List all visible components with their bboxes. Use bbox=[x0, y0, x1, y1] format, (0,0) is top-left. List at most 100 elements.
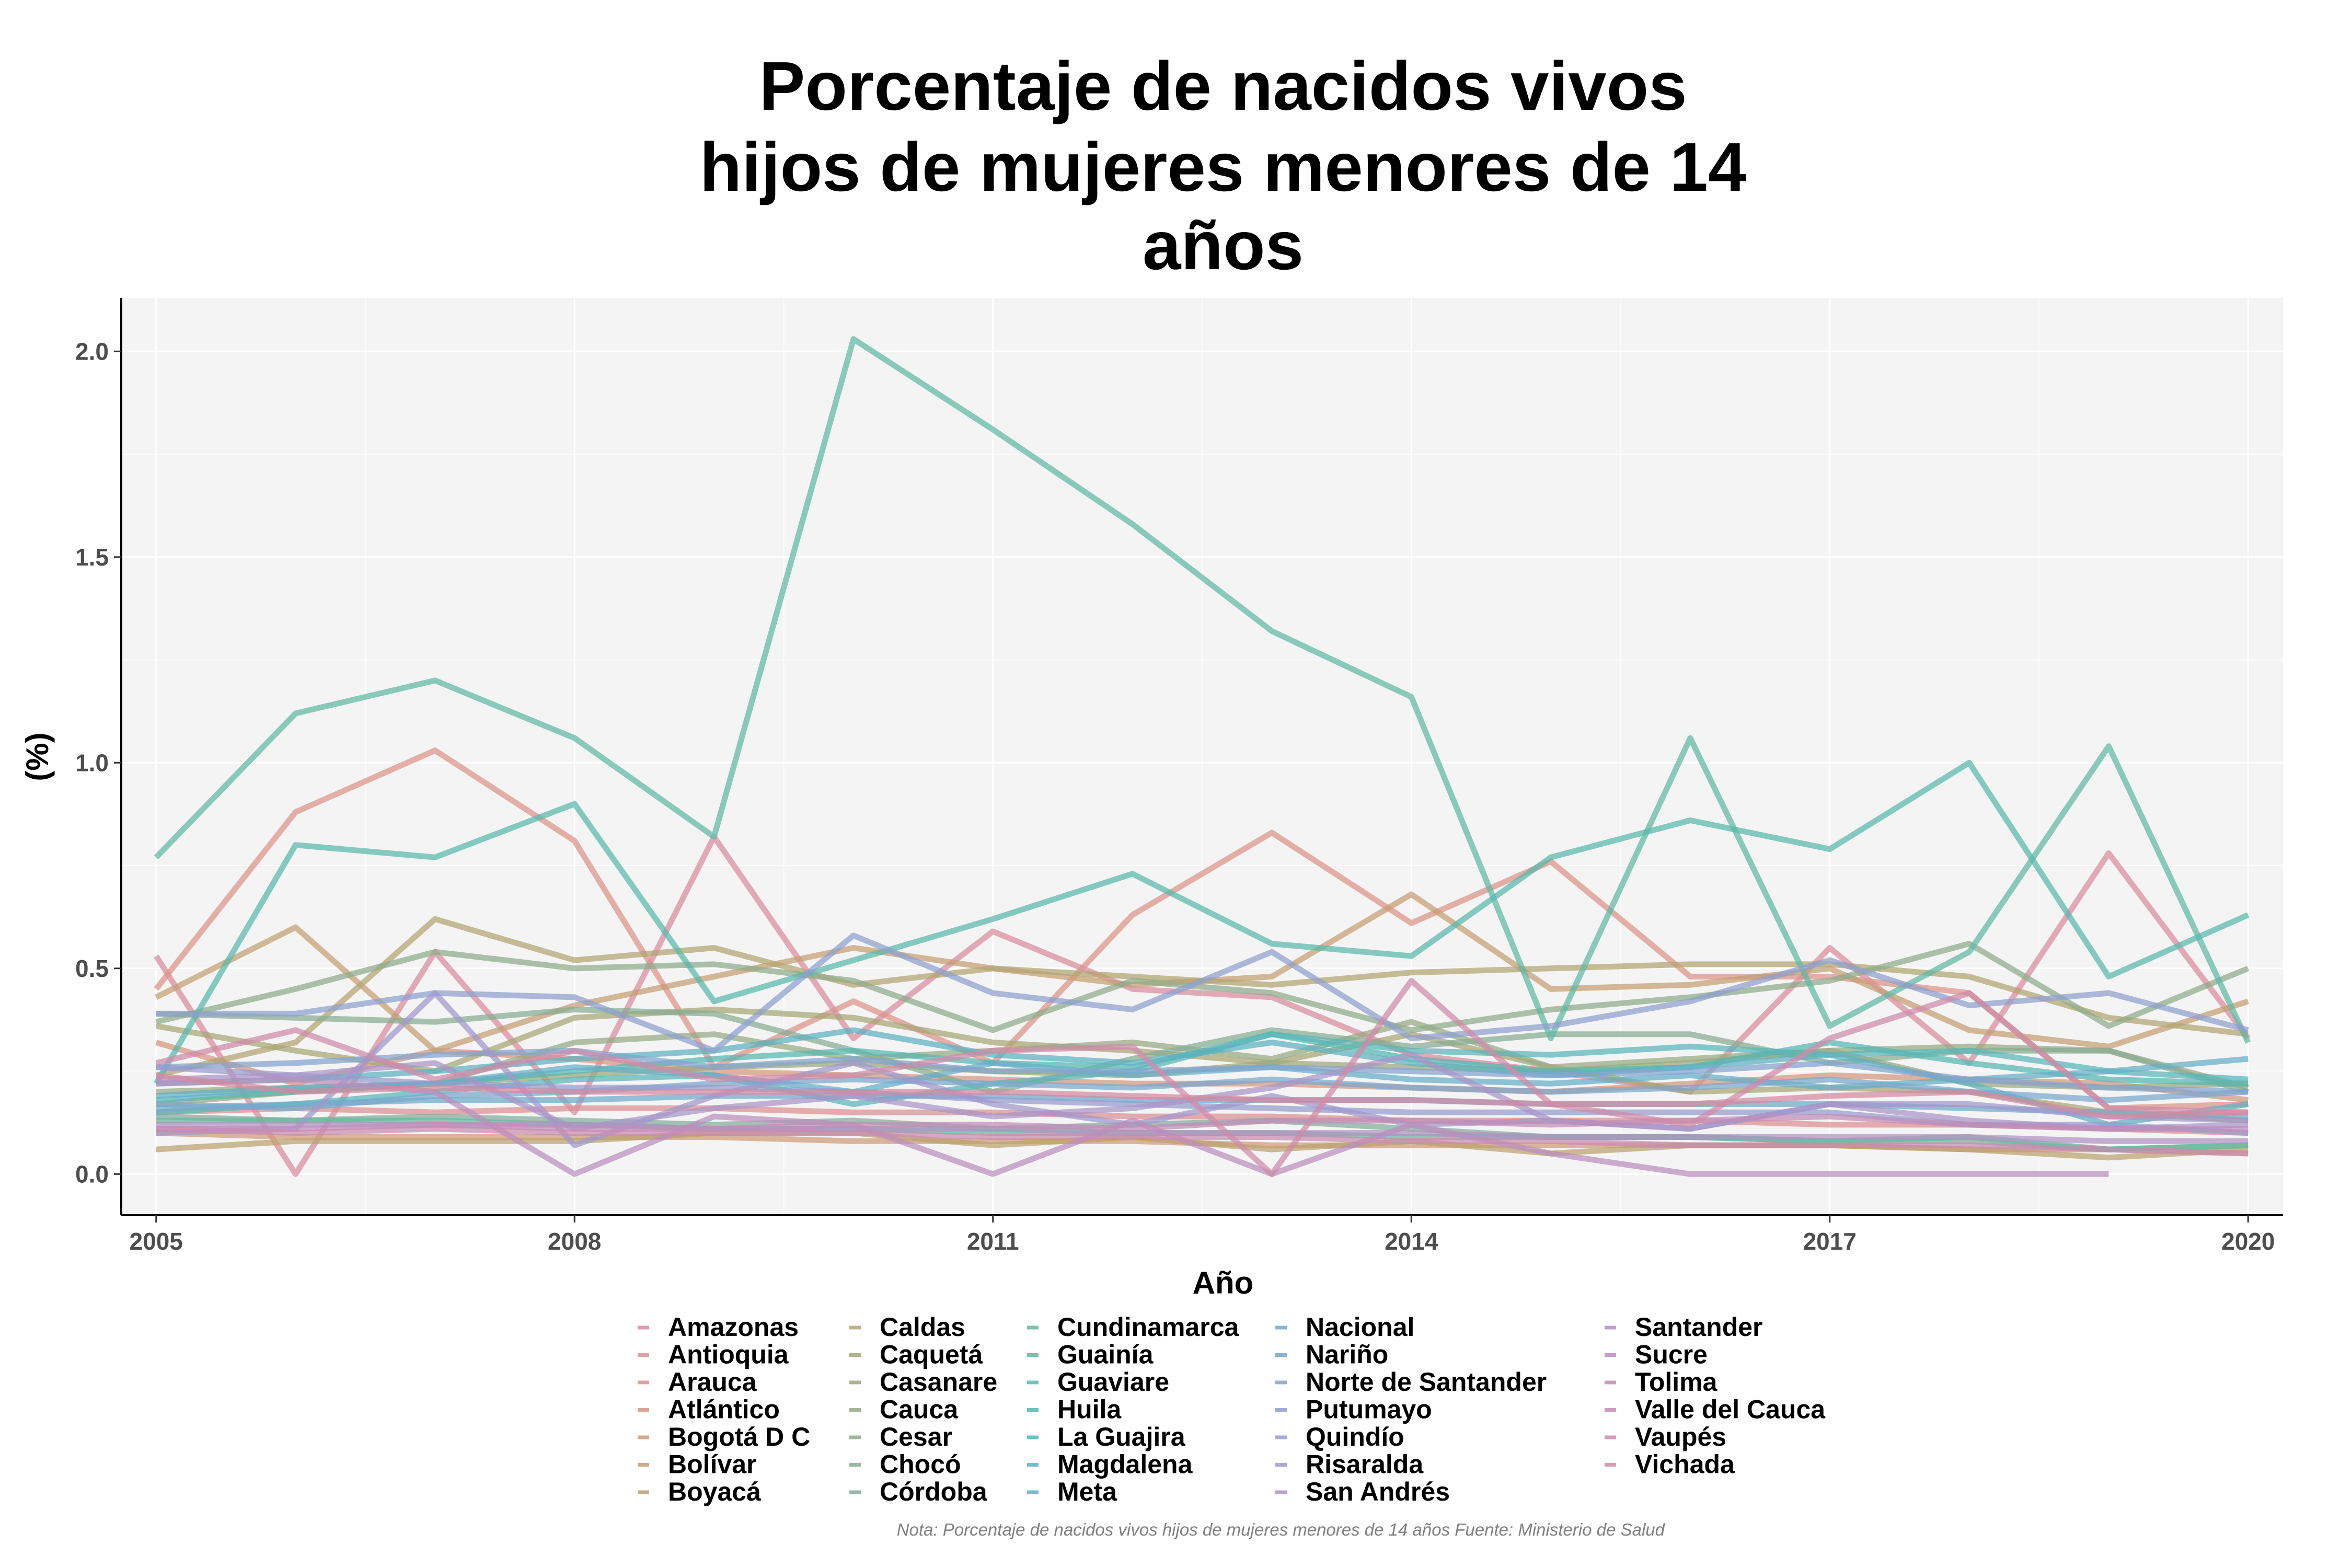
legend-item-huila: Huila bbox=[1027, 1395, 1122, 1424]
legend-label: Santander bbox=[1635, 1312, 1763, 1342]
legend-item-cundinamarca: Cundinamarca bbox=[1027, 1312, 1240, 1342]
legend-item-risaralda: Risaralda bbox=[1275, 1450, 1424, 1479]
legend-label: La Guajira bbox=[1057, 1422, 1186, 1451]
legend-label: Putumayo bbox=[1306, 1395, 1432, 1424]
legend-item-guaviare: Guaviare bbox=[1027, 1367, 1169, 1397]
legend-label: Quindío bbox=[1306, 1422, 1404, 1451]
legend-label: Cesar bbox=[880, 1422, 952, 1451]
legend-label: Bogotá D C bbox=[668, 1422, 810, 1451]
legend-label: San Andrés bbox=[1306, 1477, 1450, 1506]
x-tick-label: 2005 bbox=[130, 1228, 183, 1255]
series-line-caqueta bbox=[155, 1007, 2249, 1124]
series-line-sucre bbox=[156, 1076, 2109, 1177]
legend-label: Risaralda bbox=[1306, 1450, 1424, 1479]
legend-item-cauca: Cauca bbox=[849, 1395, 959, 1424]
y-axis-title: (%) bbox=[20, 732, 55, 781]
legend-item-norte-de-santander: Norte de Santander bbox=[1275, 1367, 1547, 1397]
legend-label: Antioquia bbox=[668, 1340, 789, 1369]
legend-item-magdalena: Magdalena bbox=[1027, 1450, 1193, 1479]
series-line-guaviare bbox=[153, 759, 2250, 1085]
legend-item-vichada: Vichada bbox=[1605, 1450, 1735, 1479]
legend-label: Caquetá bbox=[880, 1340, 983, 1369]
series-line-vaupes bbox=[155, 977, 2249, 1177]
legend-label: Cauca bbox=[880, 1395, 959, 1424]
legend-label: Cundinamarca bbox=[1057, 1312, 1240, 1342]
legend-item-tolima: Tolima bbox=[1605, 1367, 1718, 1397]
y-tick-label: 2.0 bbox=[75, 338, 109, 365]
legend-item-bolivar: Bolívar bbox=[638, 1450, 757, 1479]
series-line-vichada bbox=[156, 1072, 2249, 1120]
legend-item-antioquia: Antioquia bbox=[638, 1340, 789, 1369]
y-tick-label: 1.5 bbox=[75, 544, 109, 571]
legend-item-boyaca: Boyacá bbox=[638, 1477, 761, 1506]
legend-label: Norte de Santander bbox=[1306, 1367, 1547, 1397]
legend-item-vaupes: Vaupés bbox=[1605, 1422, 1726, 1451]
series-line-norte-de-santander bbox=[156, 1047, 2249, 1095]
legend-label: Meta bbox=[1057, 1477, 1117, 1506]
series-line-choco bbox=[156, 1007, 2249, 1095]
chart-title: Porcentaje de nacidos vivos hijos de muj… bbox=[700, 48, 1747, 284]
series-line-valle-del-cauca bbox=[156, 1126, 2249, 1157]
legend-item-narino: Nariño bbox=[1275, 1340, 1388, 1369]
series-line-amazonas bbox=[154, 834, 2251, 1177]
series-line-putumayo bbox=[156, 932, 2249, 1054]
legend-label: Guaviare bbox=[1057, 1367, 1169, 1397]
legend-item-choco: Chocó bbox=[849, 1450, 961, 1479]
legend-label: Magdalena bbox=[1057, 1450, 1193, 1479]
footnote: Nota: Porcentaje de nacidos vivos hijos … bbox=[897, 1520, 1666, 1539]
legend-label: Casanare bbox=[880, 1367, 997, 1397]
legend-label: Bolívar bbox=[668, 1450, 757, 1479]
legend-label: Arauca bbox=[668, 1367, 757, 1397]
legend-label: Sucre bbox=[1635, 1340, 1708, 1369]
legend-item-sucre: Sucre bbox=[1605, 1340, 1708, 1369]
series-line-antioquia bbox=[156, 1105, 2249, 1136]
x-axis-title: Año bbox=[1193, 1265, 1254, 1300]
chart-title-line-2: hijos de mujeres menores de 14 bbox=[700, 129, 1747, 205]
y-axis-ticks: 0.0 0.5 1.0 1.5 2.0 bbox=[75, 338, 121, 1187]
series-line-tolima bbox=[156, 1113, 2249, 1132]
chart-title-line-3: años bbox=[1143, 207, 1304, 284]
legend-item-san-andres: San Andrés bbox=[1275, 1477, 1450, 1506]
legend-item-nacional: Nacional bbox=[1275, 1312, 1414, 1342]
x-axis-ticks: 2005 2008 2011 2014 2017 2020 bbox=[130, 1215, 2275, 1255]
legend-item-caqueta: Caquetá bbox=[849, 1340, 983, 1369]
legend-label: Valle del Cauca bbox=[1635, 1395, 1826, 1424]
x-tick-label: 2014 bbox=[1385, 1228, 1438, 1255]
legend-item-la-guajira: La Guajira bbox=[1027, 1422, 1186, 1451]
legend-label: Guainía bbox=[1057, 1340, 1154, 1369]
series-line-cesar bbox=[155, 941, 2250, 1033]
legend-item-quindio: Quindío bbox=[1275, 1422, 1404, 1451]
legend-item-atlantico: Atlántico bbox=[638, 1395, 780, 1424]
x-tick-label: 2017 bbox=[1803, 1228, 1857, 1255]
y-tick-label: 0.0 bbox=[75, 1160, 109, 1187]
legend-item-caldas: Caldas bbox=[849, 1312, 965, 1342]
legend-label: Huila bbox=[1057, 1395, 1122, 1424]
legend-item-amazonas: Amazonas bbox=[638, 1312, 799, 1342]
legend-item-valle-del-cauca: Valle del Cauca bbox=[1605, 1395, 1826, 1424]
legend-label: Vaupés bbox=[1635, 1422, 1726, 1451]
legend-label: Boyacá bbox=[668, 1477, 761, 1506]
legend-item-cesar: Cesar bbox=[849, 1422, 952, 1451]
legend-label: Córdoba bbox=[880, 1477, 988, 1506]
legend-label: Caldas bbox=[880, 1312, 965, 1342]
y-tick-label: 1.0 bbox=[75, 749, 109, 776]
legend-item-bogota-d-c: Bogotá D C bbox=[638, 1422, 810, 1451]
chart-title-line-1: Porcentaje de nacidos vivos bbox=[759, 48, 1687, 124]
legend-label: Tolima bbox=[1635, 1367, 1718, 1397]
legend-item-meta: Meta bbox=[1027, 1477, 1117, 1506]
legend-label: Vichada bbox=[1635, 1450, 1735, 1479]
legend-label: Atlántico bbox=[668, 1395, 780, 1424]
legend-label: Chocó bbox=[880, 1450, 961, 1479]
legend-item-cordoba: Córdoba bbox=[849, 1477, 988, 1506]
y-tick-label: 0.5 bbox=[75, 955, 109, 982]
legend-label: Nariño bbox=[1306, 1340, 1388, 1369]
legend-item-santander: Santander bbox=[1605, 1312, 1763, 1342]
legend-item-guainia: Guainía bbox=[1027, 1340, 1154, 1369]
x-tick-label: 2011 bbox=[967, 1228, 1019, 1255]
series-lines bbox=[153, 336, 2251, 1177]
legend-label: Nacional bbox=[1306, 1312, 1414, 1342]
x-tick-label: 2008 bbox=[548, 1228, 601, 1255]
x-tick-label: 2020 bbox=[2221, 1228, 2275, 1255]
